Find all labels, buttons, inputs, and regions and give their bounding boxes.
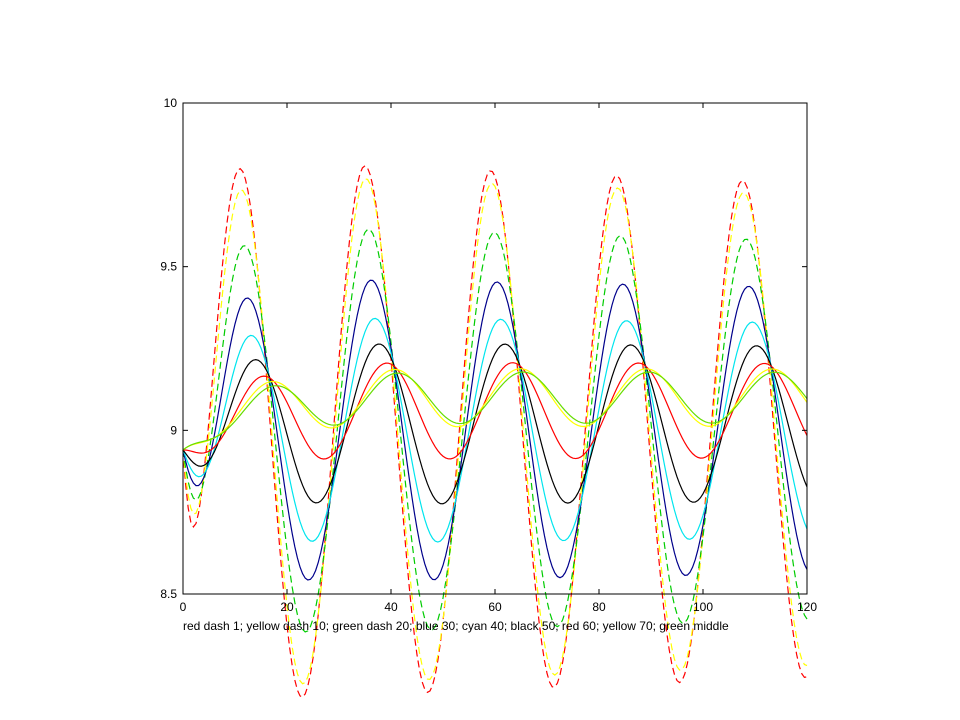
series-line — [182, 228, 808, 633]
series-line — [182, 362, 808, 460]
y-tick-label: 9.5 — [160, 260, 177, 274]
series-line — [182, 279, 808, 581]
ticks-layer: 0 20 40 60 80 100 120 8.5 9 9.5 10 — [160, 96, 817, 614]
series-line — [182, 317, 808, 543]
y-tick-label: 10 — [164, 96, 178, 110]
series-layer — [182, 164, 808, 698]
series-line — [182, 371, 808, 451]
x-tick-label: 40 — [384, 600, 398, 614]
y-tick-label: 8.5 — [160, 587, 177, 601]
y-tick-label: 9 — [170, 423, 177, 437]
x-tick-label: 80 — [592, 600, 606, 614]
x-tick-label: 60 — [488, 600, 502, 614]
x-tick-label: 20 — [280, 600, 294, 614]
series-line — [182, 343, 808, 505]
x-tick-label: 120 — [797, 600, 817, 614]
x-tick-label: 0 — [180, 600, 187, 614]
x-axis-label: red dash 1; yellow dash 10; green dash 2… — [183, 619, 729, 633]
series-line — [182, 368, 808, 451]
x-tick-label: 100 — [693, 600, 713, 614]
